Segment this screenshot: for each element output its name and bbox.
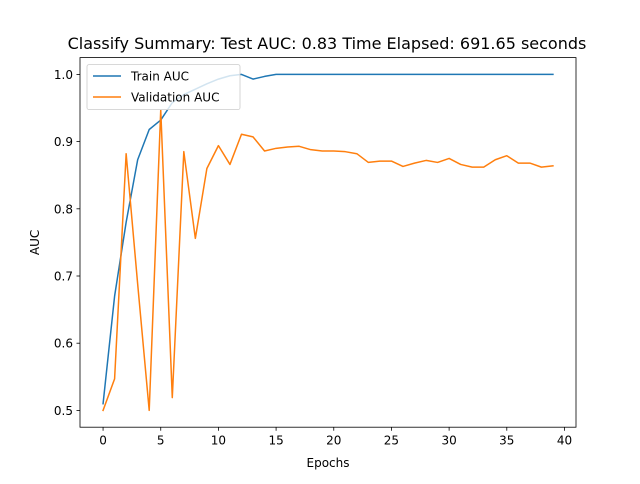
y-tick-label: 0.6 — [54, 337, 73, 351]
y-tick-label: 0.5 — [54, 404, 73, 418]
plot-frame — [79, 57, 577, 428]
x-tick-label: 30 — [441, 434, 456, 448]
x-tick-label: 0 — [99, 434, 107, 448]
y-axis: 0.5 0.6 0.7 0.8 0.9 1.0 — [54, 68, 80, 418]
x-axis-label: Epochs — [307, 456, 350, 470]
x-axis: 0 5 10 15 20 25 30 35 40 — [99, 427, 572, 448]
x-tick-label: 10 — [211, 434, 226, 448]
chart-title: Classify Summary: Test AUC: 0.83 Time El… — [68, 34, 587, 53]
x-tick-label: 40 — [557, 434, 572, 448]
x-tick-label: 20 — [326, 434, 341, 448]
legend-box — [86, 64, 241, 110]
x-tick-label: 5 — [157, 434, 165, 448]
legend-label-validation: Validation AUC — [131, 91, 219, 105]
series-line-validation-auc — [102, 109, 554, 412]
y-tick-label: 1.0 — [54, 68, 73, 82]
y-tick-label: 0.7 — [54, 270, 73, 284]
x-tick-label: 25 — [384, 434, 399, 448]
legend-label-train: Train AUC — [130, 70, 189, 84]
y-axis-label: AUC — [28, 230, 42, 255]
x-tick-label: 15 — [268, 434, 283, 448]
y-tick-label: 0.8 — [54, 202, 73, 216]
y-tick-label: 0.9 — [54, 135, 73, 149]
legend: Train AUC Validation AUC — [86, 64, 241, 110]
x-tick-label: 35 — [499, 434, 514, 448]
